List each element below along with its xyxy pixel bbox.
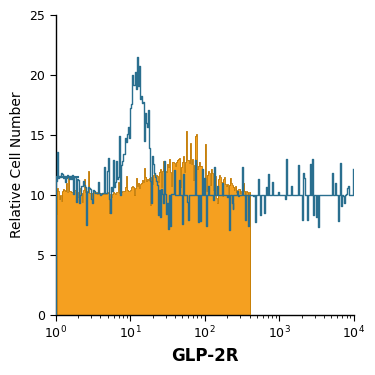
Y-axis label: Relative Cell Number: Relative Cell Number [10, 92, 24, 238]
X-axis label: GLP-2R: GLP-2R [171, 347, 238, 365]
